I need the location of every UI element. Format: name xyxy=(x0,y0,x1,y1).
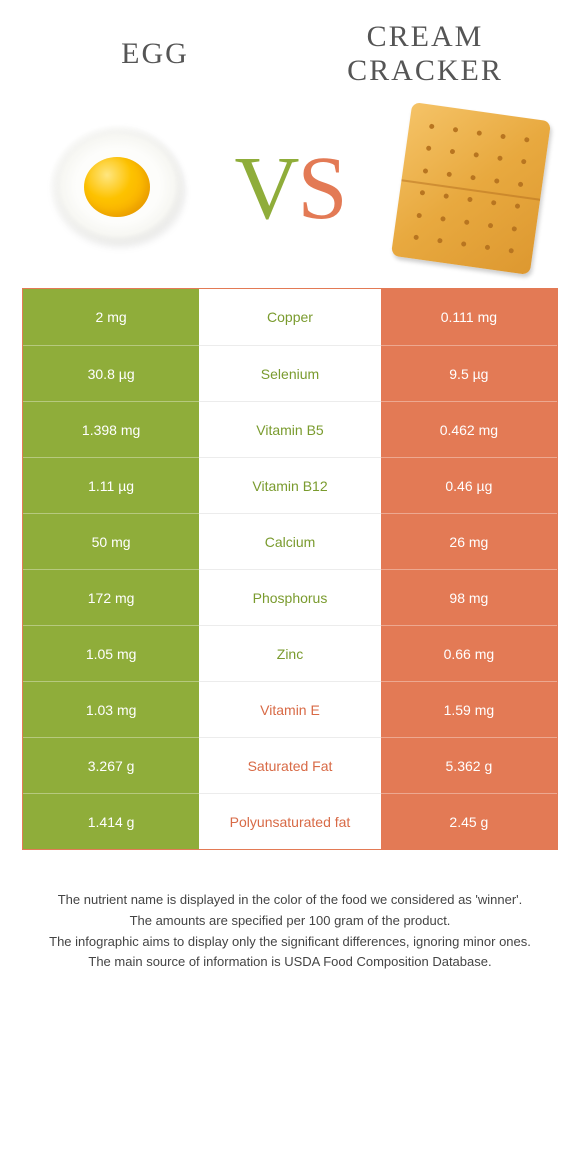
footer-line: The nutrient name is displayed in the co… xyxy=(30,890,550,911)
food-title-right: Cream cracker xyxy=(304,20,547,88)
vs-label: VS xyxy=(234,137,345,240)
nutrient-name: Copper xyxy=(199,289,381,345)
value-right: 0.111 mg xyxy=(381,289,557,345)
infographic-container: Egg Cream cracker VS 2 mgCopper0.111 mg3… xyxy=(0,0,580,973)
nutrient-name: Vitamin B5 xyxy=(199,401,381,457)
table-row: 2 mgCopper0.111 mg xyxy=(23,289,557,345)
footer-line: The amounts are specified per 100 gram o… xyxy=(30,911,550,932)
value-right: 2.45 g xyxy=(381,793,557,849)
value-right: 9.5 µg xyxy=(381,345,557,401)
value-left: 1.03 mg xyxy=(23,681,199,737)
table-row: 50 mgCalcium26 mg xyxy=(23,513,557,569)
value-right: 0.462 mg xyxy=(381,401,557,457)
footer-line: The infographic aims to display only the… xyxy=(30,932,550,953)
table-row: 30.8 µgSelenium9.5 µg xyxy=(23,345,557,401)
value-left: 3.267 g xyxy=(23,737,199,793)
cracker-holes xyxy=(402,113,540,263)
value-left: 1.398 mg xyxy=(23,401,199,457)
vs-letter-v: V xyxy=(234,139,297,238)
nutrient-name: Selenium xyxy=(199,345,381,401)
table-row: 1.398 mgVitamin B50.462 mg xyxy=(23,401,557,457)
egg-icon xyxy=(24,108,194,268)
nutrient-name: Zinc xyxy=(199,625,381,681)
header: Egg Cream cracker xyxy=(0,0,580,98)
nutrient-name: Vitamin B12 xyxy=(199,457,381,513)
table-row: 1.414 gPolyunsaturated fat2.45 g xyxy=(23,793,557,849)
nutrient-table: 2 mgCopper0.111 mg30.8 µgSelenium9.5 µg1… xyxy=(22,288,558,850)
cracker-icon xyxy=(386,108,556,268)
nutrient-name: Polyunsaturated fat xyxy=(199,793,381,849)
nutrient-name: Phosphorus xyxy=(199,569,381,625)
value-left: 1.414 g xyxy=(23,793,199,849)
table-row: 172 mgPhosphorus98 mg xyxy=(23,569,557,625)
footer-notes: The nutrient name is displayed in the co… xyxy=(30,890,550,973)
value-left: 2 mg xyxy=(23,289,199,345)
value-right: 5.362 g xyxy=(381,737,557,793)
table-row: 3.267 gSaturated Fat5.362 g xyxy=(23,737,557,793)
value-right: 0.66 mg xyxy=(381,625,557,681)
table-row: 1.03 mgVitamin E1.59 mg xyxy=(23,681,557,737)
table-row: 1.11 µgVitamin B120.46 µg xyxy=(23,457,557,513)
value-left: 30.8 µg xyxy=(23,345,199,401)
value-left: 1.05 mg xyxy=(23,625,199,681)
food-title-left: Egg xyxy=(34,37,277,71)
table-row: 1.05 mgZinc0.66 mg xyxy=(23,625,557,681)
nutrient-name: Vitamin E xyxy=(199,681,381,737)
value-right: 98 mg xyxy=(381,569,557,625)
value-right: 1.59 mg xyxy=(381,681,557,737)
nutrient-name: Calcium xyxy=(199,513,381,569)
vs-letter-s: S xyxy=(297,139,345,238)
value-right: 26 mg xyxy=(381,513,557,569)
value-left: 50 mg xyxy=(23,513,199,569)
value-right: 0.46 µg xyxy=(381,457,557,513)
value-left: 1.11 µg xyxy=(23,457,199,513)
footer-line: The main source of information is USDA F… xyxy=(30,952,550,973)
nutrient-name: Saturated Fat xyxy=(199,737,381,793)
value-left: 172 mg xyxy=(23,569,199,625)
images-row: VS xyxy=(0,98,580,288)
